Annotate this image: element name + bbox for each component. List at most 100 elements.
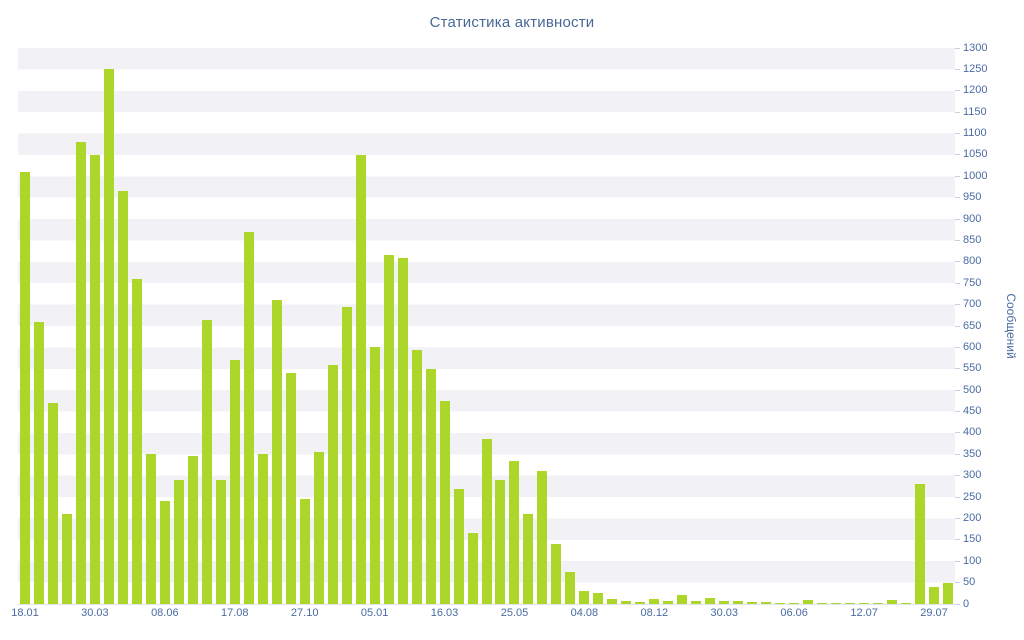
- y-axis-tick-label: 800: [963, 255, 982, 268]
- bar: [929, 586, 940, 604]
- y-axis-tick: [955, 325, 960, 327]
- y-axis-tick: [955, 453, 960, 455]
- y-axis-tick-label: 0: [963, 597, 970, 610]
- y-axis-tick: [955, 411, 960, 413]
- bar: [299, 499, 310, 604]
- y-axis-tick-label: 400: [963, 426, 982, 439]
- y-axis-tick-label: 950: [963, 191, 982, 204]
- y-axis-tick-label: 350: [963, 447, 982, 460]
- bar: [593, 593, 604, 604]
- bar: [887, 599, 898, 604]
- y-axis-tick: [955, 496, 960, 498]
- bar: [733, 600, 744, 604]
- bar: [705, 597, 716, 604]
- y-axis-tick-label: 900: [963, 212, 982, 225]
- y-axis-tick-label: 1100: [963, 127, 987, 140]
- x-axis-tick-label: 05.01: [360, 607, 389, 619]
- bar: [873, 603, 884, 604]
- x-axis-tick-label: 25.05: [500, 607, 529, 619]
- y-axis-tick: [955, 539, 960, 541]
- x-axis-tick-label: 16.03: [430, 607, 459, 619]
- bar: [747, 601, 758, 604]
- bar: [565, 571, 576, 604]
- bar: [313, 452, 324, 604]
- y-axis-tick: [955, 282, 960, 284]
- y-axis-tick: [955, 368, 960, 370]
- y-axis-tick: [955, 197, 960, 199]
- bar: [915, 484, 926, 604]
- y-axis-tick: [955, 68, 960, 70]
- bar: [243, 231, 254, 604]
- bar: [19, 172, 30, 604]
- y-axis-tick-label: 650: [963, 319, 982, 332]
- y-axis-tick-label: 300: [963, 469, 982, 482]
- y-axis-tick: [955, 154, 960, 156]
- x-axis-tick-label: 17.08: [221, 607, 249, 619]
- y-axis-tick-label: 700: [963, 298, 982, 311]
- y-axis-tick-label: 150: [963, 533, 982, 546]
- bar: [215, 479, 226, 604]
- bar: [453, 488, 464, 604]
- y-axis-tick: [955, 389, 960, 391]
- y-axis-tick: [955, 133, 960, 135]
- y-axis-tick-label: 200: [963, 511, 982, 524]
- y-axis-tick: [955, 304, 960, 306]
- bar: [61, 514, 72, 604]
- x-axis-tick-label: 04.08: [570, 607, 599, 619]
- plot-area: [18, 48, 955, 605]
- x-axis-tick-label: 18.01: [11, 607, 39, 619]
- bar: [383, 255, 394, 604]
- bar: [775, 602, 786, 604]
- bar: [285, 373, 296, 604]
- bar: [523, 514, 534, 604]
- bar: [803, 599, 814, 604]
- y-axis-tick: [955, 560, 960, 562]
- bar: [229, 360, 240, 604]
- bar: [117, 191, 128, 604]
- x-axis-tick-label: 30.03: [81, 607, 109, 619]
- x-axis-tick-label: 29.07: [920, 607, 948, 619]
- y-axis-tick-label: 1300: [963, 41, 988, 54]
- y-axis-tick-label: 1250: [963, 62, 988, 75]
- y-axis-tick: [955, 517, 960, 519]
- bar: [439, 400, 450, 604]
- y-axis-tick-label: 600: [963, 340, 982, 353]
- y-axis-tick-label: 100: [963, 554, 982, 567]
- bar: [901, 603, 912, 604]
- bar: [33, 321, 44, 604]
- bar: [131, 278, 142, 604]
- bar: [187, 456, 198, 604]
- bar: [467, 533, 478, 604]
- bar: [355, 154, 366, 604]
- y-axis-tick: [955, 111, 960, 113]
- bar: [257, 454, 268, 604]
- bar: [397, 257, 408, 604]
- x-axis-tick-label: 08.12: [640, 607, 669, 619]
- bar: [425, 368, 436, 604]
- x-axis-tick-label: 08.06: [151, 607, 179, 619]
- x-axis-tick-label: 27.10: [290, 607, 319, 619]
- y-axis-tick-label: 1150: [963, 105, 987, 118]
- y-axis-tick: [955, 432, 960, 434]
- chart-title: Статистика активности: [429, 14, 595, 31]
- y-axis-tick: [955, 175, 960, 177]
- y-axis-tick: [955, 218, 960, 220]
- bar: [635, 601, 646, 604]
- y-axis-tick-label: 550: [963, 362, 982, 375]
- bar: [271, 300, 282, 604]
- bar: [663, 600, 674, 604]
- bar: [551, 544, 562, 604]
- bar: [341, 306, 352, 604]
- y-axis-tick-label: 500: [963, 383, 982, 396]
- bar: [481, 439, 492, 604]
- y-axis-tick: [955, 90, 960, 92]
- y-axis-tick-label: 250: [963, 490, 982, 503]
- bar: [145, 454, 156, 604]
- y-axis-tick-label: 1200: [963, 84, 988, 97]
- y-axis-tick: [955, 475, 960, 477]
- y-axis-tick: [955, 582, 960, 584]
- bar: [495, 479, 506, 604]
- y-axis-tick: [955, 47, 960, 49]
- bar: [537, 471, 548, 604]
